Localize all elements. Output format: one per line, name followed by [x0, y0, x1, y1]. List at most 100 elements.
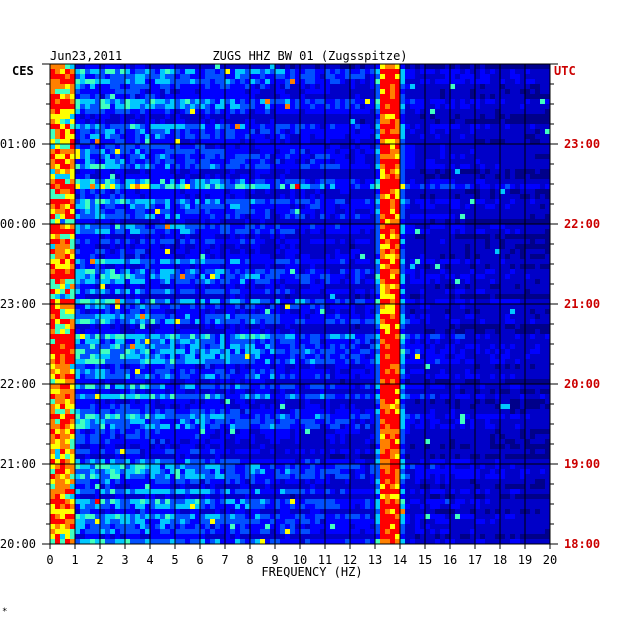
heatmap-cell	[440, 169, 446, 175]
heatmap-cell	[95, 84, 101, 90]
heatmap-row	[50, 94, 551, 100]
heatmap-cell	[385, 214, 391, 220]
heatmap-cell	[205, 289, 211, 295]
heatmap-cell	[360, 94, 366, 100]
heatmap-cell	[170, 264, 176, 270]
heatmap-cell	[305, 114, 311, 120]
heatmap-cell	[440, 224, 446, 230]
heatmap-cell	[525, 269, 531, 275]
heatmap-cell	[320, 294, 326, 300]
heatmap-cell	[490, 134, 496, 140]
heatmap-cell	[295, 214, 301, 220]
heatmap-cell	[115, 174, 121, 180]
heatmap-cell	[260, 259, 266, 265]
heatmap-cell	[60, 194, 66, 200]
heatmap-cell	[210, 174, 216, 180]
heatmap-cell	[400, 214, 406, 220]
heatmap-cell	[340, 274, 346, 280]
heatmap-cell	[100, 119, 106, 125]
heatmap-cell	[490, 234, 496, 240]
heatmap-cell	[270, 179, 276, 185]
heatmap-cell	[380, 89, 386, 95]
heatmap-cell	[250, 304, 256, 310]
heatmap-cell	[110, 219, 116, 225]
heatmap-cell	[450, 199, 456, 205]
heatmap-cell	[185, 174, 191, 180]
heatmap-cell	[415, 69, 421, 75]
heatmap-cell	[510, 149, 516, 155]
heatmap-cell	[170, 239, 176, 245]
heatmap-cell	[200, 94, 206, 100]
heatmap-cell	[120, 269, 126, 275]
heatmap-cell	[115, 84, 121, 90]
heatmap-cell	[510, 174, 516, 180]
heatmap-cell	[360, 304, 366, 310]
heatmap-cell	[110, 99, 116, 105]
heatmap-cell	[525, 159, 531, 165]
heatmap-cell	[55, 79, 61, 85]
heatmap-cell	[455, 289, 461, 295]
heatmap-cell	[125, 204, 131, 210]
heatmap-cell	[215, 184, 221, 190]
heatmap-cell	[430, 304, 436, 310]
heatmap-cell	[450, 294, 456, 300]
heatmap-cell	[70, 84, 76, 90]
heatmap-cell	[90, 174, 96, 180]
heatmap-cell	[50, 119, 56, 125]
heatmap-cell	[355, 139, 361, 145]
heatmap-cell	[450, 94, 456, 100]
heatmap-cell	[60, 189, 66, 195]
heatmap-cell	[430, 259, 436, 265]
heatmap-cell	[270, 124, 276, 130]
heatmap-cell	[380, 284, 386, 290]
heatmap-cell	[155, 189, 161, 195]
heatmap-cell	[305, 274, 311, 280]
heatmap-cell	[250, 124, 256, 130]
heatmap-cell	[200, 259, 206, 265]
heatmap-cell	[410, 264, 416, 270]
heatmap-cell	[255, 294, 261, 300]
heatmap-cell	[215, 79, 221, 85]
heatmap-cell	[230, 134, 236, 140]
heatmap-cell	[355, 239, 361, 245]
heatmap-cell	[485, 84, 491, 90]
heatmap-cell	[165, 114, 171, 120]
heatmap-cell	[450, 129, 456, 135]
heatmap-cell	[115, 69, 121, 75]
heatmap-cell	[205, 109, 211, 115]
heatmap-cell	[150, 309, 156, 315]
heatmap-cell	[325, 199, 331, 205]
heatmap-cell	[215, 169, 221, 175]
heatmap-cell	[485, 249, 491, 255]
heatmap-cell	[295, 139, 301, 145]
heatmap-cell	[95, 154, 101, 160]
heatmap-cell	[105, 204, 111, 210]
heatmap-cell	[265, 214, 271, 220]
heatmap-cell	[270, 109, 276, 115]
heatmap-cell	[130, 249, 136, 255]
heatmap-cell	[515, 104, 521, 110]
heatmap-cell	[535, 79, 541, 85]
heatmap-cell	[530, 194, 536, 200]
heatmap-cell	[370, 124, 376, 130]
chart-title: ZUGS HHZ BW 01 (Zugsspitze)	[212, 49, 407, 63]
heatmap-cell	[500, 104, 506, 110]
heatmap-cell	[455, 94, 461, 100]
heatmap-cell	[150, 69, 156, 75]
heatmap-cell	[340, 139, 346, 145]
heatmap-cell	[385, 64, 391, 70]
heatmap-cell	[520, 279, 526, 285]
heatmap-cell	[140, 259, 146, 265]
heatmap-cell	[260, 119, 266, 125]
heatmap-cell	[140, 109, 146, 115]
heatmap-cell	[150, 89, 156, 95]
heatmap-cell	[360, 69, 366, 75]
heatmap-cell	[350, 109, 356, 115]
heatmap-cell	[255, 139, 261, 145]
heatmap-cell	[220, 159, 226, 165]
heatmap-cell	[330, 119, 336, 125]
heatmap-cell	[345, 99, 351, 105]
heatmap-cell	[150, 169, 156, 175]
heatmap-cell	[490, 274, 496, 280]
heatmap-cell	[320, 284, 326, 290]
